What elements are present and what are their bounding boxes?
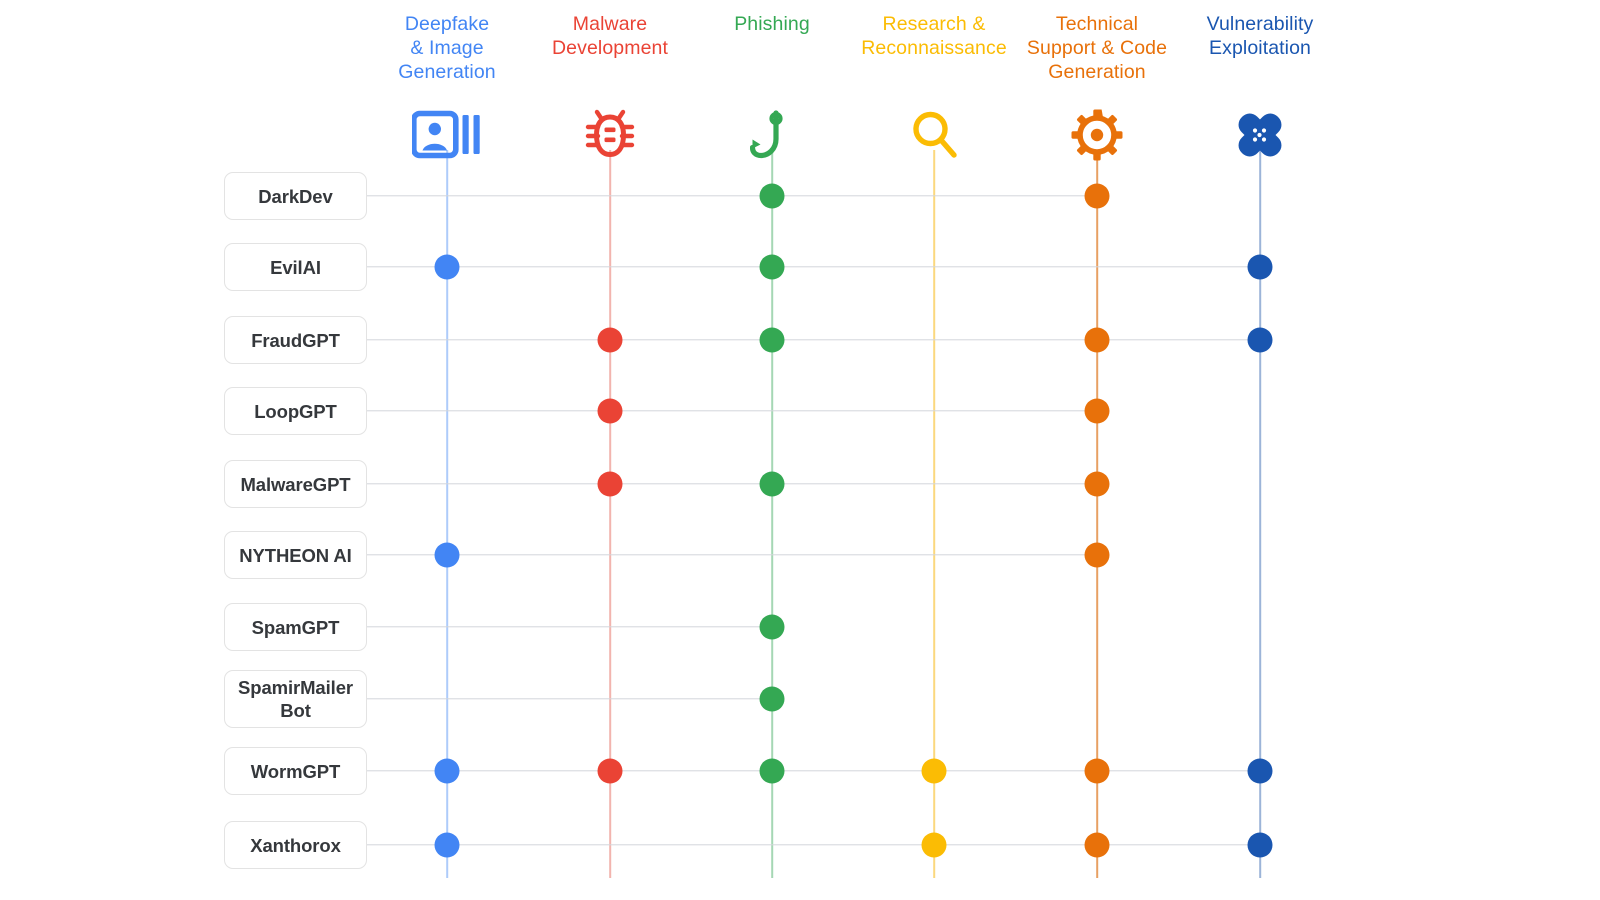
- column-header-label: Technical Support & Code Generation: [1026, 13, 1168, 83]
- column-header-label: Vulnerability Exploitation: [1206, 13, 1314, 59]
- column-header-technical-support-code-generation[interactable]: Technical Support & Code Generation: [1002, 12, 1192, 84]
- capability-dot-spamirmailer-bot-phishing[interactable]: [759, 686, 785, 712]
- row-line-wormgpt: [367, 770, 1260, 772]
- row-label-xanthorox[interactable]: Xanthorox: [224, 821, 367, 869]
- row-label-loopgpt[interactable]: LoopGPT: [224, 387, 367, 435]
- column-header-research-reconnaissance[interactable]: Research & Reconnaissance: [839, 12, 1029, 60]
- capability-dot-xanthorox-vulnerability-exploitation[interactable]: [1247, 832, 1273, 858]
- capability-dot-wormgpt-vulnerability-exploitation[interactable]: [1247, 758, 1273, 784]
- row-line-nytheon-ai: [367, 554, 1097, 556]
- capability-dot-fraudgpt-vulnerability-exploitation[interactable]: [1247, 327, 1273, 353]
- capability-dot-xanthorox-research-reconnaissance[interactable]: [921, 832, 947, 858]
- capability-dot-evilai-phishing[interactable]: [759, 254, 785, 280]
- capability-dot-fraudgpt-phishing[interactable]: [759, 327, 785, 353]
- column-icon-wrap-technical-support-code-generation: [1002, 98, 1192, 162]
- row-label-malwaregpt[interactable]: MalwareGPT: [224, 460, 367, 508]
- row-line-malwaregpt: [367, 483, 1097, 485]
- column-icon-wrap-vulnerability-exploitation: [1165, 98, 1355, 162]
- row-line-evilai: [367, 266, 1260, 268]
- capability-dot-darkdev-technical-support-code-generation[interactable]: [1084, 183, 1110, 209]
- row-label-spamgpt[interactable]: SpamGPT: [224, 603, 367, 651]
- column-line-phishing: [771, 150, 773, 878]
- column-line-deepfake-image-generation: [446, 150, 448, 878]
- capability-dot-loopgpt-malware-development[interactable]: [597, 398, 623, 424]
- column-header-deepfake-image-generation[interactable]: Deepfake & Image Generation: [352, 12, 542, 84]
- fish-hook-icon: [677, 108, 867, 162]
- capability-dot-wormgpt-malware-development[interactable]: [597, 758, 623, 784]
- capability-dot-wormgpt-phishing[interactable]: [759, 758, 785, 784]
- column-header-label: Research & Reconnaissance: [861, 13, 1007, 59]
- capability-dot-wormgpt-technical-support-code-generation[interactable]: [1084, 758, 1110, 784]
- capability-dot-malwaregpt-phishing[interactable]: [759, 471, 785, 497]
- column-icon-wrap-research-reconnaissance: [839, 98, 1029, 162]
- row-label-darkdev[interactable]: DarkDev: [224, 172, 367, 220]
- row-line-xanthorox: [367, 844, 1260, 846]
- column-line-vulnerability-exploitation: [1259, 150, 1261, 878]
- capability-dot-evilai-deepfake-image-generation[interactable]: [434, 254, 460, 280]
- capability-dot-nytheon-ai-technical-support-code-generation[interactable]: [1084, 542, 1110, 568]
- row-line-darkdev: [367, 195, 1097, 197]
- row-line-spamirmailer-bot: [367, 698, 772, 700]
- capability-dot-fraudgpt-malware-development[interactable]: [597, 327, 623, 353]
- magnifying-glass-icon: [839, 108, 1029, 162]
- column-header-label: Deepfake & Image Generation: [398, 13, 496, 83]
- capability-dot-xanthorox-deepfake-image-generation[interactable]: [434, 832, 460, 858]
- capability-dot-spamgpt-phishing[interactable]: [759, 614, 785, 640]
- row-label-evilai[interactable]: EvilAI: [224, 243, 367, 291]
- row-line-fraudgpt: [367, 339, 1260, 341]
- row-label-fraudgpt[interactable]: FraudGPT: [224, 316, 367, 364]
- column-icon-wrap-deepfake-image-generation: [352, 98, 542, 162]
- column-header-phishing[interactable]: Phishing: [677, 12, 867, 36]
- capability-dot-malwaregpt-malware-development[interactable]: [597, 471, 623, 497]
- capability-dot-fraudgpt-technical-support-code-generation[interactable]: [1084, 327, 1110, 353]
- column-header-label: Malware Development: [552, 13, 668, 59]
- bandage-icon: [1165, 108, 1355, 162]
- row-line-loopgpt: [367, 410, 1097, 412]
- capability-dot-wormgpt-deepfake-image-generation[interactable]: [434, 758, 460, 784]
- gear-icon: [1002, 108, 1192, 162]
- row-label-nytheon-ai[interactable]: NYTHEON AI: [224, 531, 367, 579]
- capability-dot-nytheon-ai-deepfake-image-generation[interactable]: [434, 542, 460, 568]
- capability-dot-darkdev-phishing[interactable]: [759, 183, 785, 209]
- column-header-label: Phishing: [734, 13, 810, 35]
- column-line-malware-development: [609, 150, 611, 878]
- column-header-vulnerability-exploitation[interactable]: Vulnerability Exploitation: [1165, 12, 1355, 60]
- row-label-spamirmailer-bot[interactable]: SpamirMailer Bot: [224, 670, 367, 728]
- column-icon-wrap-malware-development: [515, 98, 705, 162]
- image-person-icon: [352, 108, 542, 162]
- capability-dot-xanthorox-technical-support-code-generation[interactable]: [1084, 832, 1110, 858]
- column-header-malware-development[interactable]: Malware Development: [515, 12, 705, 60]
- column-line-research-reconnaissance: [933, 150, 935, 878]
- column-line-technical-support-code-generation: [1096, 150, 1098, 878]
- capability-dot-wormgpt-research-reconnaissance[interactable]: [921, 758, 947, 784]
- capability-dot-loopgpt-technical-support-code-generation[interactable]: [1084, 398, 1110, 424]
- row-label-wormgpt[interactable]: WormGPT: [224, 747, 367, 795]
- capability-dot-evilai-vulnerability-exploitation[interactable]: [1247, 254, 1273, 280]
- capability-dot-malwaregpt-technical-support-code-generation[interactable]: [1084, 471, 1110, 497]
- row-line-spamgpt: [367, 626, 772, 628]
- column-icon-wrap-phishing: [677, 98, 867, 162]
- bug-icon: [515, 108, 705, 162]
